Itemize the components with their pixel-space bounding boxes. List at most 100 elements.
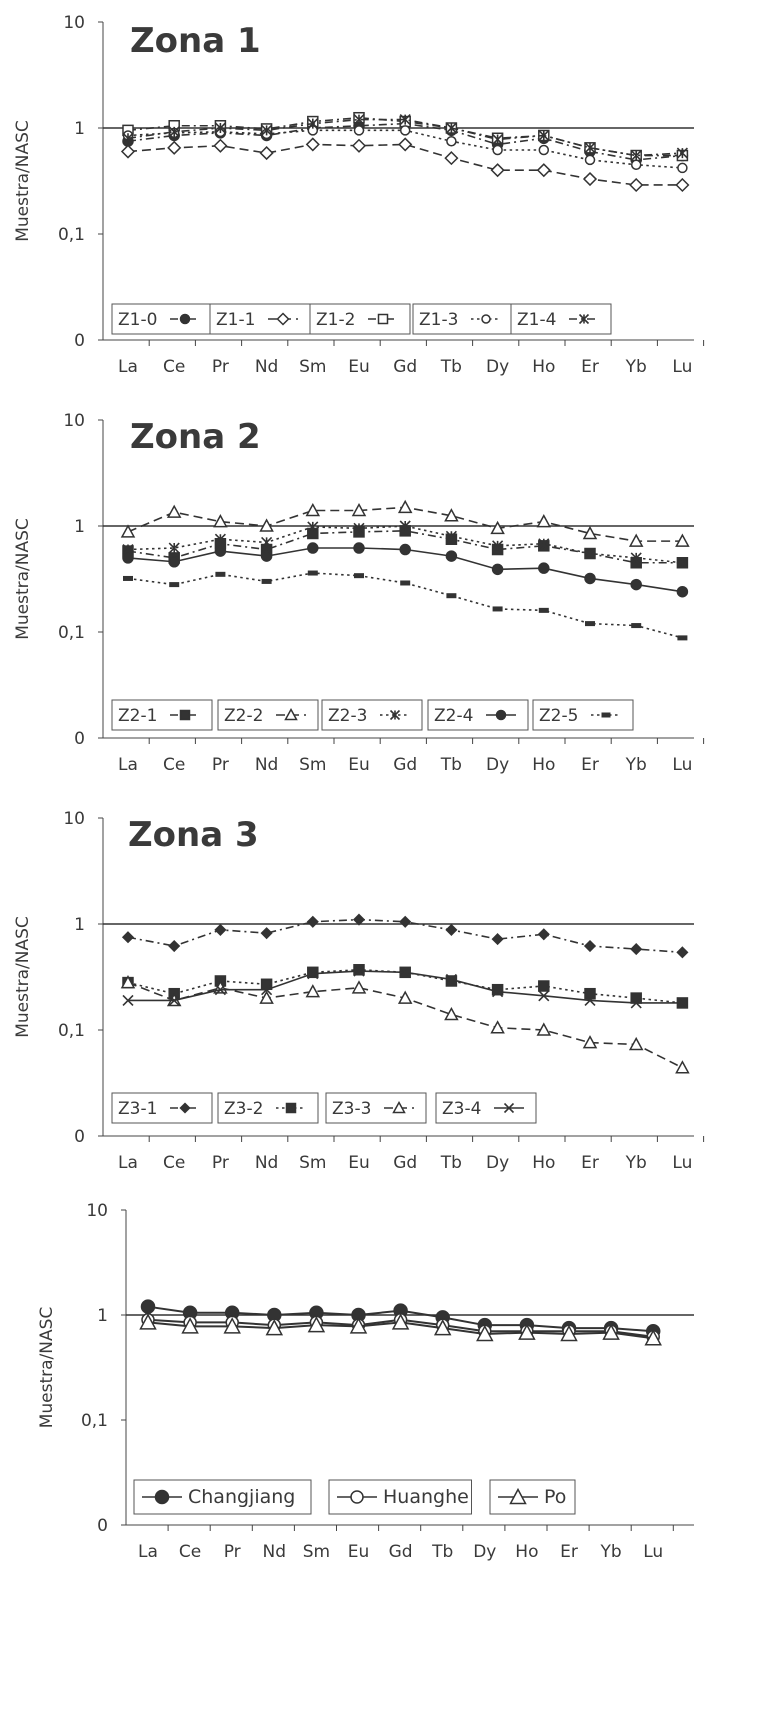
- data-point-z2-2-sm: [305, 502, 321, 517]
- legend-item-z1-2: Z1-2: [309, 303, 411, 335]
- y-tick-label: 1: [97, 1306, 108, 1326]
- series-z3-1: [121, 913, 689, 959]
- x-tick-label-gd: Gd: [393, 755, 417, 775]
- data-point-z3-3-gd: [397, 990, 413, 1004]
- legend-marker-z2-2: [284, 707, 298, 721]
- y-tick-label: 0,1: [58, 623, 85, 643]
- x-tick-label-lu: Lu: [672, 755, 692, 775]
- data-point-z2-2-ho: [536, 514, 552, 528]
- data-point-z2-4-ce: [168, 555, 180, 568]
- chart-panel-1: 10 1 0,1 0 La Ce Pr Nd Sm Eu Gd Tb Dy Ho Er Yb Lu Muestra…: [13, 13, 705, 377]
- legend-marker-z1-4: [578, 313, 590, 325]
- data-point-z2-5-gd: [400, 580, 411, 586]
- data-point-z3-3-tb: [444, 1006, 459, 1021]
- x-tick-label-la: La: [118, 755, 138, 775]
- data-point-z2-5-la: [123, 575, 133, 581]
- x-tick-label-eu: Eu: [348, 755, 370, 775]
- data-point-z2-2-er: [582, 525, 598, 540]
- data-point-z3-2-sm: [307, 966, 319, 979]
- data-point-z3-4-ce: [168, 994, 180, 1007]
- x-tick-label-dy: Dy: [473, 1542, 496, 1562]
- legend-marker-z1-3: [481, 314, 491, 324]
- x-tick-label-dy: Dy: [486, 357, 509, 377]
- legend-marker-huanghe: [350, 1490, 364, 1504]
- data-point-z1-1-gd: [398, 137, 413, 152]
- data-point-z1-3-ho: [538, 144, 550, 156]
- chart-panel-4: 10 1 0,1 0 La Ce Pr Nd Sm Eu Gd Tb Dy Ho Er Yb Lu Muestra…: [37, 1201, 694, 1562]
- x-tick-label-er: Er: [581, 755, 599, 775]
- data-point-z3-2-er: [584, 987, 596, 1000]
- data-point-po-la: [139, 1313, 157, 1330]
- x-tick-label-gd: Gd: [393, 1153, 417, 1173]
- legend-box: [325, 1092, 427, 1124]
- y-axis-label: Muestra/NASC: [13, 916, 33, 1038]
- data-point-z3-3-er: [582, 1035, 598, 1049]
- data-point-z2-3-eu: [353, 522, 365, 534]
- data-point-z2-3-pr: [214, 533, 226, 545]
- x-tick-label-tb: Tb: [431, 1542, 453, 1562]
- x-tick-label-dy: Dy: [486, 1153, 509, 1173]
- x-tick-label-nd: Nd: [255, 357, 279, 377]
- data-point-z3-1-lu: [676, 946, 689, 959]
- legend-label: Z2-2: [224, 706, 263, 726]
- data-point-z2-5-sm: [307, 570, 318, 576]
- chart-title: Zona 3: [128, 815, 259, 855]
- data-point-po-gd: [391, 1313, 410, 1330]
- data-point-z1-4-eu: [353, 114, 365, 126]
- x-tick-label-lu: Lu: [672, 1153, 692, 1173]
- data-point-z1-4-dy: [492, 133, 504, 146]
- x-tick-label-eu: Eu: [348, 357, 370, 377]
- y-tick-label: 10: [63, 13, 85, 33]
- data-point-z3-1-dy: [491, 933, 504, 946]
- data-point-z3-1-pr: [214, 923, 227, 936]
- legend-marker-z1-1: [276, 312, 290, 326]
- legend-label: Z2-4: [434, 706, 473, 726]
- data-point-z1-4-lu: [676, 147, 688, 159]
- data-point-z2-3-gd: [399, 520, 411, 532]
- data-point-z3-4-nd: [261, 984, 273, 996]
- data-point-z1-4-ce: [168, 126, 180, 138]
- data-point-z3-1-gd: [399, 915, 412, 928]
- legend-marker-z2-4: [495, 709, 507, 721]
- data-point-z2-4-eu: [353, 542, 365, 554]
- data-point-z2-2-tb: [444, 508, 459, 522]
- x-tick-label-ho: Ho: [532, 357, 555, 377]
- data-point-po-er: [560, 1324, 578, 1342]
- data-point-z2-5-ce: [169, 582, 180, 588]
- y-tick-label: 1: [74, 915, 85, 935]
- legend-marker-z1-2: [377, 313, 389, 325]
- data-point-z2-3-dy: [492, 540, 504, 552]
- data-point-z2-5-eu: [354, 573, 364, 579]
- x-tick-label-sm: Sm: [299, 357, 326, 377]
- data-point-z2-2-lu: [675, 533, 690, 547]
- x-tick-label-la: La: [118, 357, 138, 377]
- legend-marker-z3-1: [179, 1102, 191, 1114]
- x-tick-label-la: La: [138, 1542, 158, 1562]
- data-point-po-dy: [476, 1324, 494, 1342]
- legend-item-z2-2: Z2-2: [217, 699, 319, 731]
- legend-item-po: Po: [489, 1479, 576, 1515]
- x-tick-label-lu: Lu: [643, 1542, 663, 1562]
- x-tick-label-ce: Ce: [163, 357, 185, 377]
- legend-label: Po: [544, 1486, 566, 1508]
- data-point-z3-3-ho: [536, 1022, 552, 1036]
- data-point-po-yb: [602, 1323, 620, 1340]
- data-point-z2-3-tb: [445, 530, 457, 542]
- data-point-z2-4-nd: [260, 550, 273, 562]
- legend-item-z2-1: Z2-1: [111, 699, 213, 731]
- data-point-z3-3-sm: [305, 984, 321, 998]
- series-z3-3: [120, 975, 690, 1074]
- data-point-z3-1-nd: [260, 927, 273, 940]
- legend-item-changjiang: Changjiang: [133, 1479, 312, 1515]
- data-point-z2-3-ho: [538, 538, 550, 550]
- data-point-z3-3-dy: [490, 1020, 505, 1034]
- series-z2-2: [120, 499, 690, 547]
- data-point-z1-1-eu: [351, 138, 367, 153]
- legend-label: Changjiang: [188, 1486, 295, 1508]
- legend-item-z1-0: Z1-0: [111, 303, 213, 335]
- data-point-z2-3-ce: [168, 542, 180, 554]
- x-tick-label-yb: Yb: [600, 1542, 622, 1562]
- legend-label: Huanghe: [383, 1486, 469, 1508]
- data-point-z2-2-eu: [351, 502, 367, 517]
- data-point-z3-1-ho: [537, 928, 550, 941]
